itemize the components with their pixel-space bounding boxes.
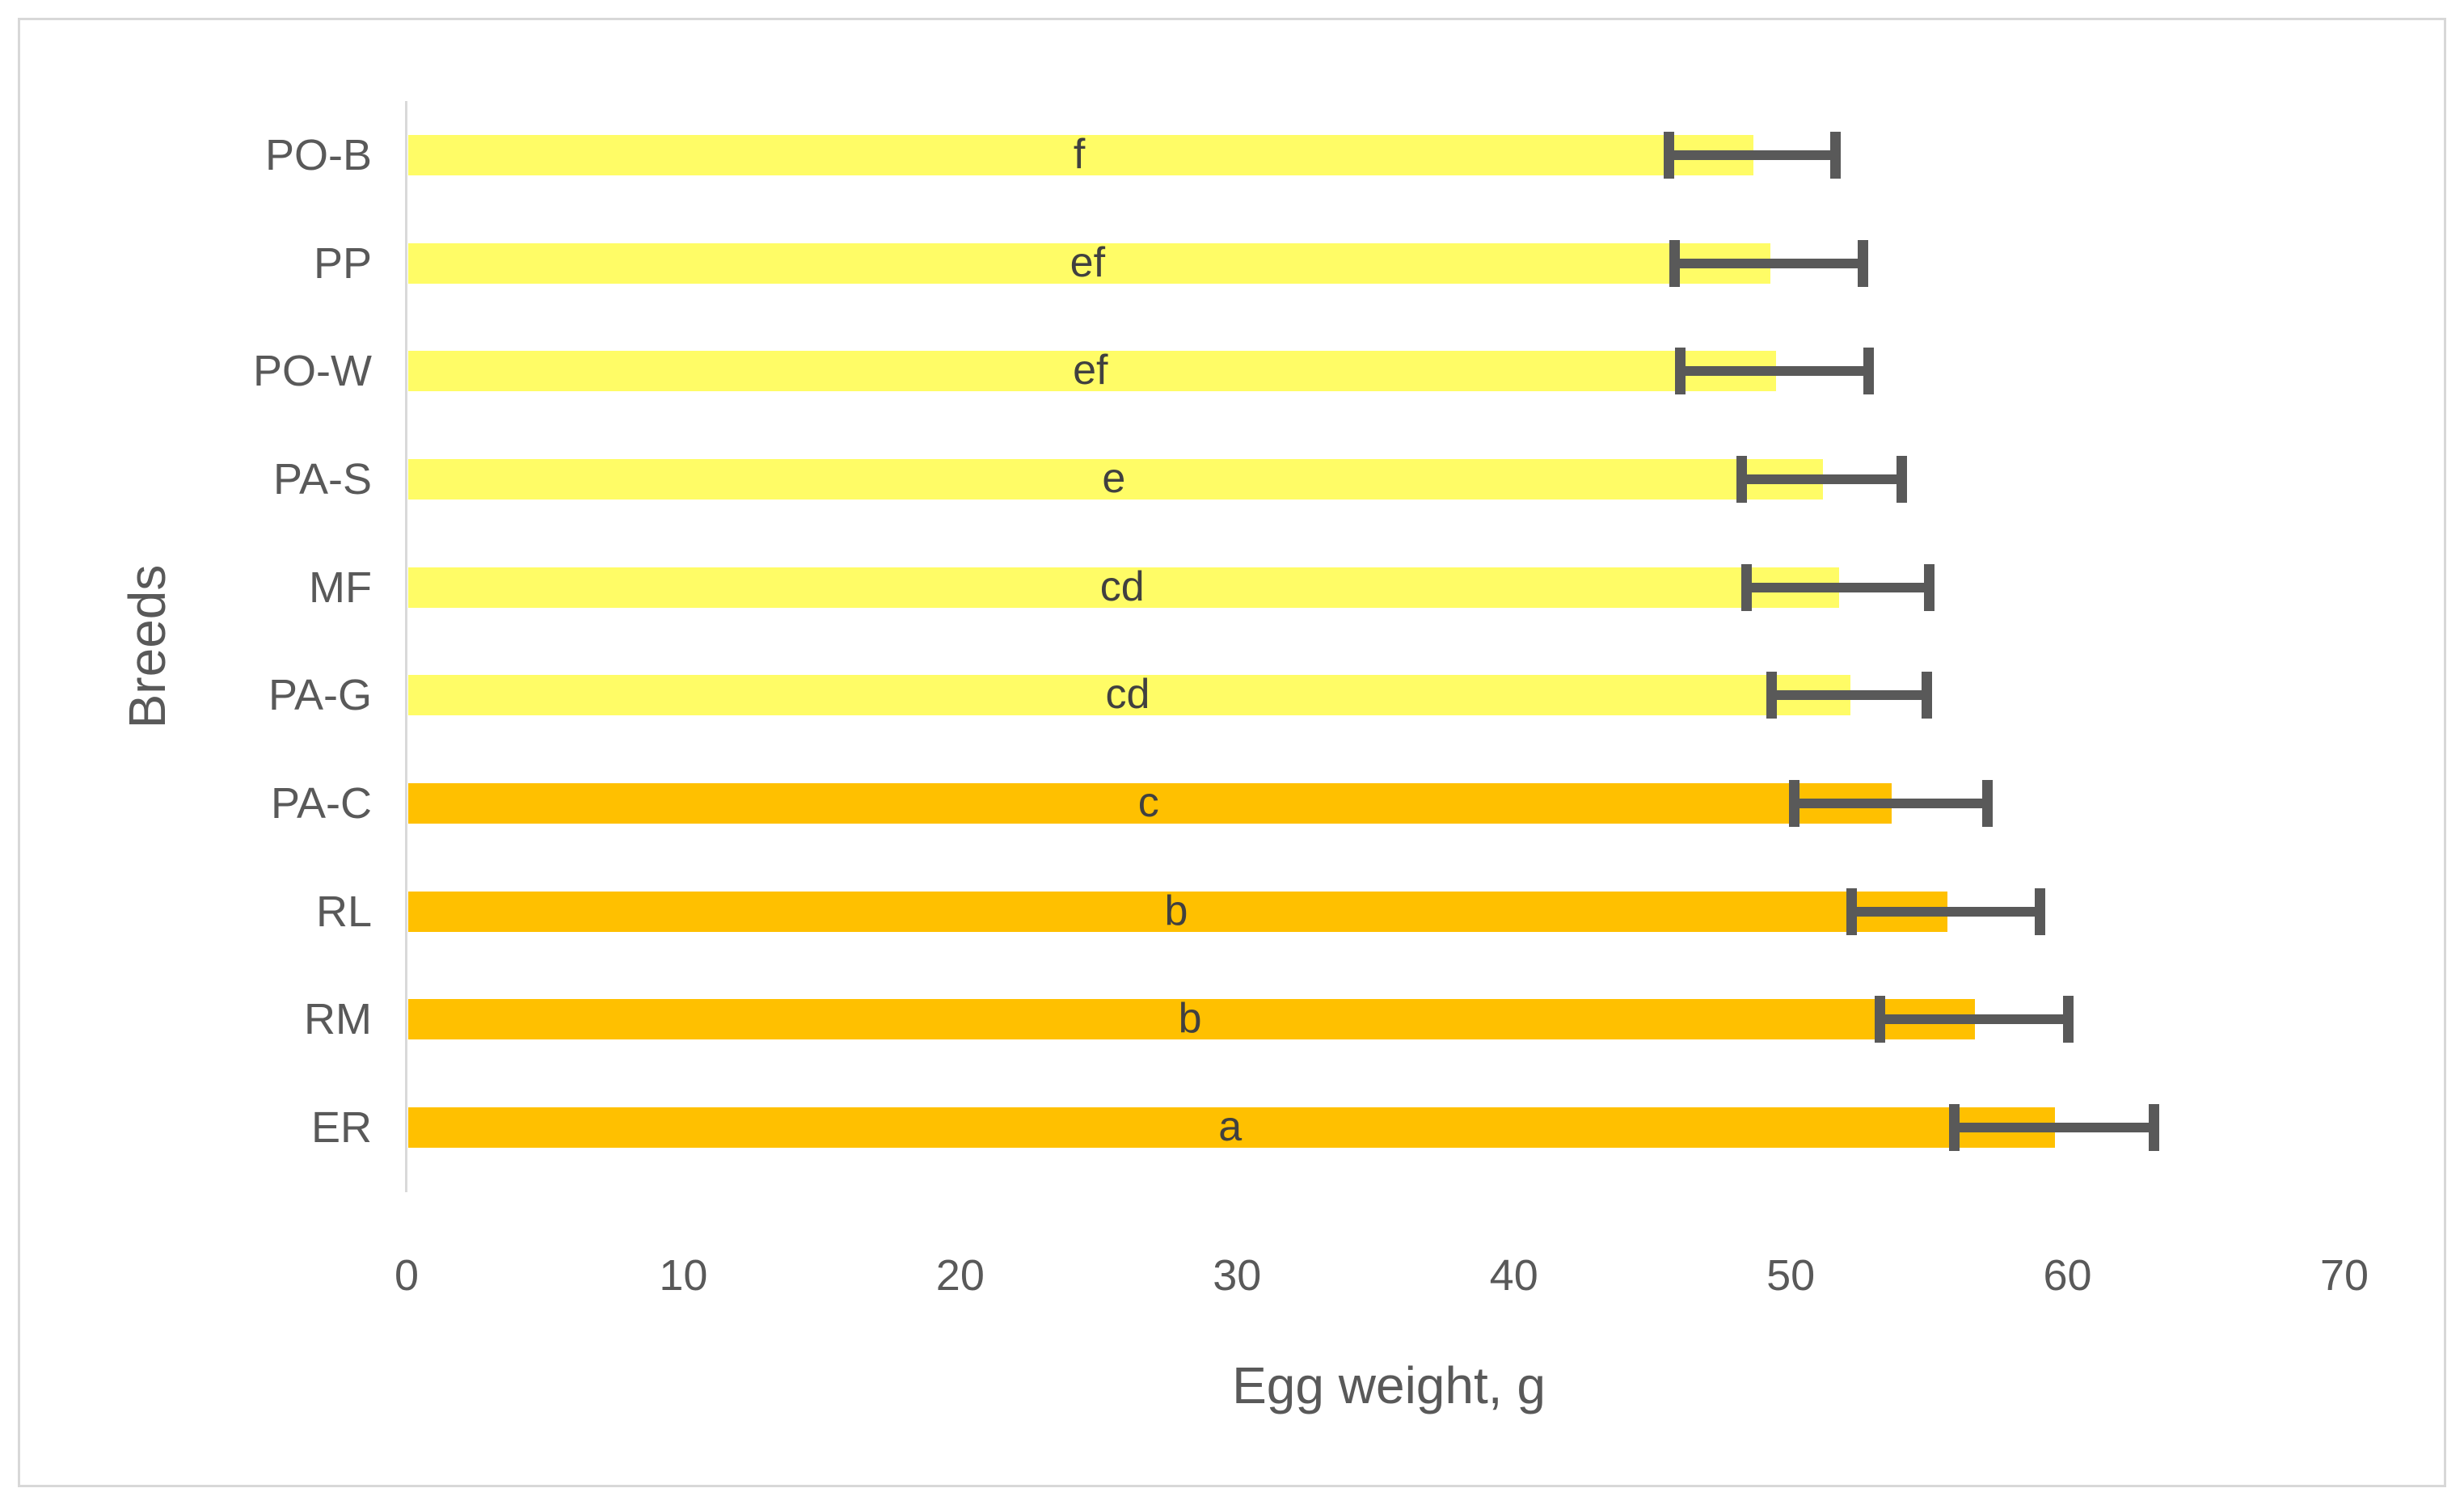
error-bar-cap-right: [1897, 455, 1908, 503]
category-label: RL: [315, 887, 372, 936]
error-bar-line: [1851, 906, 2040, 917]
significance-letter: b: [1178, 995, 1202, 1043]
category-label: PA-G: [268, 671, 372, 720]
error-bar-cap-right: [2062, 996, 2074, 1043]
bar: [408, 242, 1770, 284]
error-bar-cap-right: [1858, 239, 1869, 287]
category-label: RM: [304, 995, 372, 1044]
significance-letter: e: [1102, 454, 1126, 502]
bar: [408, 135, 1754, 175]
error-bar-cap-left: [1736, 455, 1747, 503]
error-bar-cap-right: [1829, 132, 1841, 179]
error-bar-cap-left: [1766, 672, 1778, 719]
error-bar-cap-left: [1949, 1103, 1960, 1151]
error-bar-cap-right: [1924, 563, 1935, 611]
error-bar-line: [1771, 690, 1926, 701]
error-bar-cap-left: [1664, 132, 1675, 179]
error-bar-cap-right: [1982, 779, 1994, 827]
error-bar-line: [1879, 1014, 2068, 1025]
category-label: ER: [310, 1102, 372, 1152]
x-axis-tick-label: 70: [2319, 1251, 2369, 1300]
bar: [408, 351, 1776, 392]
bar: [408, 999, 1976, 1040]
bar: [408, 675, 1851, 716]
x-axis-tick-label: 30: [1213, 1251, 1262, 1300]
error-bar-line: [1740, 474, 1902, 484]
error-bar-cap-right: [2148, 1103, 2159, 1151]
category-label: PA-C: [270, 778, 372, 828]
bar: [408, 782, 1892, 824]
x-axis-tick-label: 10: [659, 1251, 708, 1300]
bar: [408, 567, 1840, 608]
significance-letter: c: [1137, 778, 1159, 826]
x-axis-tick-label: 40: [1489, 1251, 1538, 1300]
y-axis-line: [405, 101, 407, 1192]
x-axis-tick-label: 60: [2043, 1251, 2092, 1300]
x-axis-title: Egg weight, g: [1232, 1356, 1546, 1414]
x-axis-tick-label: 20: [935, 1251, 985, 1300]
bar: [408, 1107, 2056, 1148]
category-label: PO-W: [253, 347, 372, 396]
significance-letter: f: [1073, 131, 1086, 178]
error-bar-cap-left: [1788, 779, 1799, 827]
error-bar-cap-right: [2035, 887, 2046, 935]
error-bar-cap-left: [1741, 563, 1753, 611]
error-bar-line: [1669, 150, 1835, 160]
error-bar-line: [1680, 366, 1868, 377]
error-bar-cap-left: [1846, 887, 1858, 935]
bar: [408, 891, 1947, 932]
bar: [408, 458, 1823, 500]
category-label: PP: [313, 238, 372, 288]
category-label: MF: [309, 563, 372, 612]
error-bar-cap-left: [1669, 239, 1681, 287]
error-bar-line: [1674, 258, 1863, 268]
error-bar-line: [1793, 798, 1988, 808]
error-bar-line: [1746, 582, 1930, 592]
significance-letter: ef: [1070, 238, 1106, 286]
error-bar-cap-left: [1675, 348, 1686, 395]
error-bar-cap-right: [1921, 672, 1932, 719]
error-bar-line: [1954, 1122, 2154, 1132]
category-label: PA-S: [272, 454, 372, 504]
significance-letter: cd: [1099, 563, 1145, 610]
significance-letter: a: [1218, 1102, 1243, 1150]
category-label: PO-B: [264, 131, 372, 179]
error-bar-cap-right: [1863, 348, 1875, 395]
significance-letter: ef: [1073, 347, 1108, 394]
x-axis-tick-label: 50: [1766, 1251, 1816, 1300]
significance-letter: cd: [1105, 671, 1150, 719]
error-bar-cap-left: [1874, 996, 1885, 1043]
significance-letter: b: [1164, 887, 1188, 934]
x-axis-tick-label: 0: [394, 1251, 420, 1300]
